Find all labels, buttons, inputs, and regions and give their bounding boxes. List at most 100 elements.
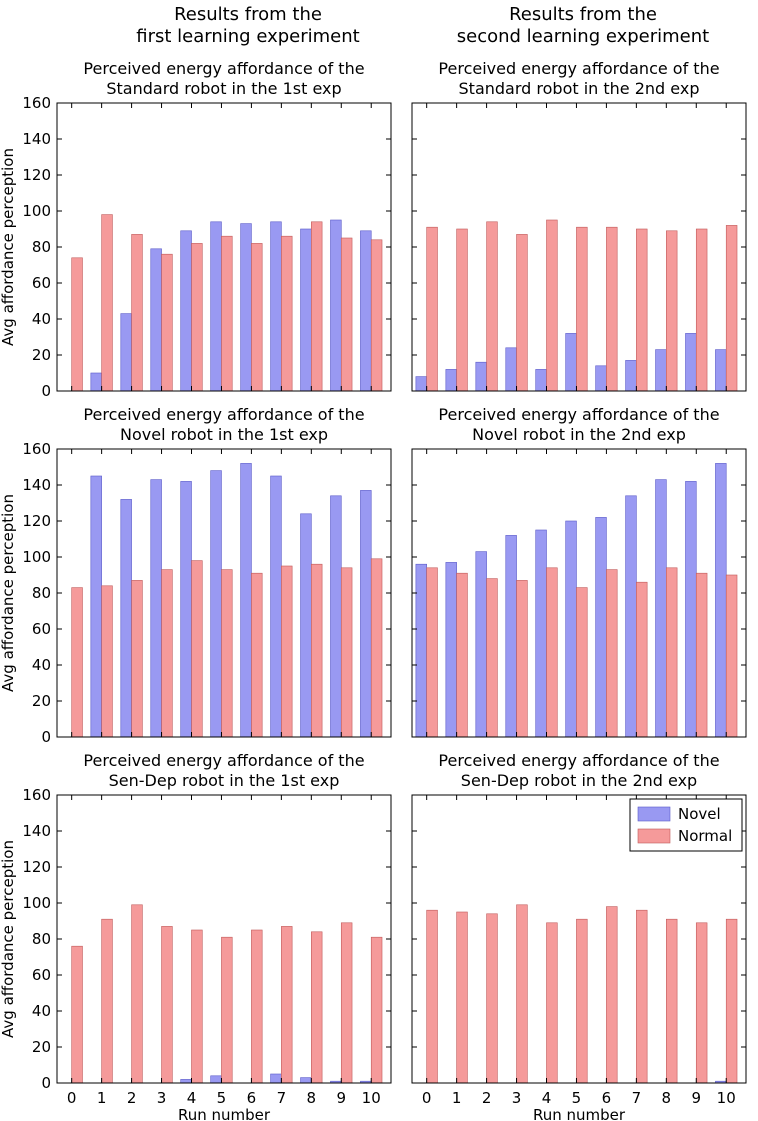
x-tick-label: 9 xyxy=(692,1089,702,1107)
bar-normal-run-0 xyxy=(426,226,438,392)
y-tick-label: 80 xyxy=(32,238,51,256)
x-tick-label: 5 xyxy=(217,1089,227,1107)
x-tick-label: 1 xyxy=(452,1089,462,1107)
bar-normal-run-3 xyxy=(161,569,173,738)
bar-normal-run-10 xyxy=(370,936,383,1084)
panel-title-line1: Perceived energy affordance of the xyxy=(83,405,364,424)
bar-normal-run-1 xyxy=(101,214,113,392)
y-tick-label: 0 xyxy=(41,382,51,400)
bar-novel-run-4 xyxy=(180,481,192,738)
x-tick-label: 8 xyxy=(662,1089,672,1107)
panel-title-line2: Standard robot in the 2nd exp xyxy=(459,79,700,98)
bar-novel-run-7 xyxy=(270,475,282,738)
bar-normal-run-0 xyxy=(71,257,83,392)
bar-normal-run-4 xyxy=(191,560,203,738)
bar-normal-run-7 xyxy=(636,909,648,1084)
bar-novel-run-4 xyxy=(180,230,192,392)
y-tick-label: 100 xyxy=(22,202,51,220)
panel-title-line2: Standard robot in the 1st exp xyxy=(106,79,341,98)
bar-novel-run-9 xyxy=(685,481,697,738)
x-tick-label: 10 xyxy=(717,1089,736,1107)
y-tick-label: 40 xyxy=(32,656,51,674)
bar-normal-run-5 xyxy=(221,569,233,738)
bar-novel-run-5 xyxy=(210,1075,222,1084)
bar-normal-run-8 xyxy=(311,931,323,1084)
chart-panel-4: Perceived energy affordance of theNovel … xyxy=(411,405,747,738)
bar-novel-run-6 xyxy=(240,463,252,738)
bar-novel-run-8 xyxy=(300,513,312,738)
bar-novel-run-9 xyxy=(330,495,342,738)
panel-title-line2: Novel robot in the 2nd exp xyxy=(472,425,686,444)
bar-normal-run-7 xyxy=(636,228,648,392)
bar-normal-run-4 xyxy=(191,243,203,392)
bar-normal-run-0 xyxy=(426,567,438,738)
bar-normal-run-5 xyxy=(221,936,233,1084)
y-tick-label: 160 xyxy=(22,440,51,458)
bar-novel-run-10 xyxy=(360,230,372,392)
bar-normal-run-8 xyxy=(311,563,323,738)
x-tick-label: 7 xyxy=(277,1089,287,1107)
bar-normal-run-6 xyxy=(251,243,263,392)
bar-normal-run-2 xyxy=(486,578,498,738)
bar-novel-run-5 xyxy=(565,520,577,738)
y-tick-label: 140 xyxy=(22,476,51,494)
bar-normal-run-8 xyxy=(311,221,323,392)
bar-novel-run-4 xyxy=(535,369,547,392)
bar-novel-run-7 xyxy=(625,495,637,738)
bar-normal-run-4 xyxy=(546,922,558,1084)
y-tick-label: 20 xyxy=(32,1038,51,1056)
y-tick-label: 40 xyxy=(32,310,51,328)
bar-normal-run-2 xyxy=(486,913,498,1084)
bar-novel-run-3 xyxy=(505,347,517,392)
bar-novel-run-0 xyxy=(415,376,427,392)
bar-novel-run-6 xyxy=(595,365,607,392)
legend-swatch-normal xyxy=(637,828,671,844)
x-tick-label: 6 xyxy=(247,1089,257,1107)
bar-normal-run-5 xyxy=(576,226,588,392)
x-tick-label: 4 xyxy=(187,1089,197,1107)
y-axis-label: Avg affordance perception xyxy=(0,494,17,692)
y-tick-label: 140 xyxy=(22,822,51,840)
bar-normal-run-6 xyxy=(251,572,263,738)
bar-novel-run-8 xyxy=(300,228,312,392)
bar-normal-run-6 xyxy=(606,906,618,1084)
bar-normal-run-1 xyxy=(456,911,468,1084)
bar-novel-run-0 xyxy=(415,563,427,738)
legend: Novel Normal xyxy=(629,798,743,852)
bar-normal-run-4 xyxy=(191,929,203,1084)
bar-normal-run-2 xyxy=(486,221,498,392)
bar-normal-run-3 xyxy=(161,253,173,392)
bar-normal-run-1 xyxy=(101,585,113,738)
chart-panel-5: Perceived energy affordance of theSen-De… xyxy=(0,751,392,1121)
x-axis-label: Run number xyxy=(533,1106,626,1121)
column-title-second-experiment: Results from the second learning experim… xyxy=(418,4,748,48)
x-tick-label: 2 xyxy=(127,1089,137,1107)
bar-normal-run-9 xyxy=(340,567,353,738)
chart-panel-3: Perceived energy affordance of theNovel … xyxy=(0,405,392,746)
x-axis-label: Run number xyxy=(178,1106,271,1121)
bar-normal-run-9 xyxy=(340,922,353,1084)
y-tick-label: 100 xyxy=(22,894,51,912)
bar-novel-run-7 xyxy=(270,221,282,392)
column-title-line1: Results from the xyxy=(174,4,322,25)
x-tick-label: 0 xyxy=(422,1089,432,1107)
y-tick-label: 80 xyxy=(32,930,51,948)
bar-normal-run-4 xyxy=(546,219,558,392)
bar-novel-run-7 xyxy=(270,1073,282,1084)
column-title-line1: Results from the xyxy=(509,4,657,25)
bar-novel-run-9 xyxy=(330,219,342,392)
bar-normal-run-9 xyxy=(695,922,708,1084)
bar-normal-run-7 xyxy=(281,926,293,1084)
bar-novel-run-6 xyxy=(240,223,252,392)
y-tick-label: 20 xyxy=(32,346,51,364)
bar-normal-run-6 xyxy=(251,929,263,1084)
bar-novel-run-10 xyxy=(715,349,727,392)
bar-normal-run-8 xyxy=(666,918,678,1084)
bar-novel-run-5 xyxy=(565,333,577,392)
panel-title-line2: Novel robot in the 1st exp xyxy=(120,425,328,444)
bar-normal-run-1 xyxy=(456,228,468,392)
bar-novel-run-5 xyxy=(210,470,222,738)
bar-novel-run-2 xyxy=(120,313,132,392)
bar-novel-run-7 xyxy=(625,360,637,392)
